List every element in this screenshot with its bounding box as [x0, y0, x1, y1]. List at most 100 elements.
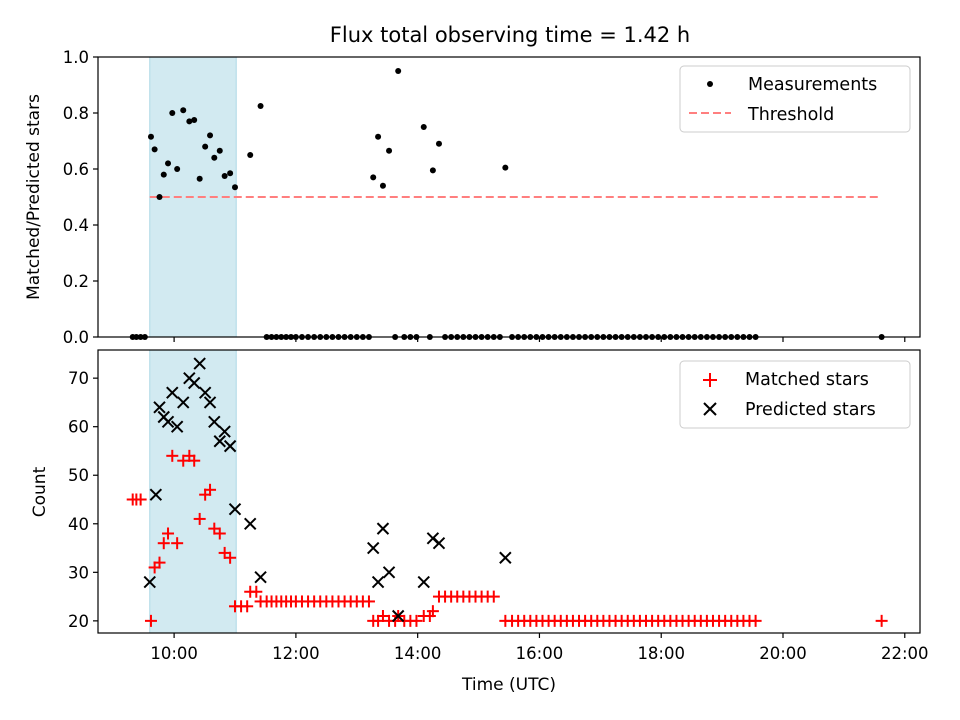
count-predicted-point [254, 570, 267, 584]
count-x-axis-label: Time (UTC) [461, 675, 556, 695]
ratio-measurement-point [257, 103, 264, 109]
ratio-y-tick-label: 0.4 [63, 216, 89, 235]
count-y-tick-label: 30 [68, 563, 89, 582]
count-x-tick-label: 20:00 [759, 644, 807, 663]
count-predicted-point [417, 575, 430, 589]
count-y-tick-label: 60 [68, 418, 89, 437]
ratio-measurement-point [216, 147, 223, 154]
ratio-measurement-point [395, 68, 402, 74]
count-matched-point [193, 512, 206, 525]
count-matched-point [171, 537, 184, 550]
ratio-panel: 0.0 0.2 0.4 0.6 0.8 1.0 Matched/Predicted sta… [24, 48, 921, 347]
ratio-measurement-point [196, 175, 203, 182]
ratio-measurement-point [379, 182, 386, 189]
count-predicted-point [218, 425, 231, 438]
ratio-measurement-point [435, 140, 442, 147]
count-matched-point [166, 449, 179, 462]
count-x-tick-label: 16:00 [516, 644, 564, 663]
ratio-measurement-point [207, 132, 214, 139]
count-predicted-point [153, 401, 166, 414]
count-matched-point [213, 527, 226, 540]
figure-title: Flux total observing time = 1.42 h [330, 23, 690, 47]
ratio-y-axis-label: Matched/Predicted stars [24, 94, 44, 300]
ratio-panel-frame [97, 56, 921, 338]
count-predicted-point [382, 566, 396, 579]
count-predicted-point [376, 522, 390, 535]
count-predicted-point [161, 415, 175, 429]
ratio-measurement-point [211, 154, 218, 161]
count-matched-point [426, 605, 439, 618]
ratio-y-tick-label: 0.2 [63, 272, 89, 291]
count-predicted-point [432, 536, 446, 550]
count-matched-point [875, 614, 888, 627]
ratio-measurement-point [227, 170, 234, 177]
legend-matched-marker [703, 373, 717, 387]
ratio-measurement-point [151, 146, 158, 153]
ratio-y-tick-label: 0.6 [63, 160, 89, 179]
count-matched-point [144, 614, 157, 627]
ratio-measurement-point [202, 143, 209, 150]
ratio-measurement-point [420, 124, 427, 130]
ratio-y-tick-label: 0.8 [63, 104, 89, 123]
count-x-tick-label: 12:00 [272, 644, 320, 663]
count-predicted-point [198, 386, 212, 399]
ratio-measurement-point [156, 194, 163, 200]
ratio-measurement-point [221, 173, 228, 179]
legend-predicted-marker [703, 402, 717, 416]
legend-predicted-label: Predicted stars [745, 400, 876, 420]
count-matched-point [204, 483, 217, 496]
ratio-measurement-point [247, 152, 254, 158]
count-predicted-point [213, 435, 226, 448]
count-predicted-point [170, 420, 184, 433]
count-y-tick-label: 20 [68, 612, 89, 631]
count-predicted-point [193, 357, 206, 370]
ratio-measurement-point [174, 166, 181, 172]
ratio-measurement-point [232, 184, 238, 191]
count-predicted-point [223, 439, 237, 453]
ratio-measurement-point [191, 117, 198, 123]
ratio-measurement-point [375, 133, 382, 140]
legend-measurements-label: Measurements [748, 75, 877, 95]
count-x-tick-label: 22:00 [881, 644, 929, 663]
count-predicted-point [208, 415, 221, 429]
count-predicted-point [228, 503, 242, 516]
count-predicted-point [367, 541, 380, 555]
count-matched-point [487, 590, 500, 603]
ratio-measurement-point [429, 167, 436, 174]
count-y-tick-label: 70 [68, 369, 89, 388]
count-matched-point [134, 493, 147, 506]
count-predicted-point [166, 386, 179, 399]
count-matched-point [241, 600, 254, 613]
legend-threshold-label: Threshold [747, 105, 834, 125]
ratio-measurement-point [180, 107, 187, 114]
ratio-y-tick-label: 1.0 [63, 48, 89, 67]
ratio-measurement-point [186, 118, 193, 125]
count-predicted-point [187, 376, 201, 390]
count-x-tick-label: 18:00 [637, 644, 685, 663]
count-y-axis-label: Count [30, 466, 50, 517]
count-matched-point [162, 527, 175, 540]
count-predicted-point [499, 551, 512, 564]
ratio-measurement-point [370, 174, 377, 181]
count-predicted-point [177, 396, 190, 409]
count-matched-point [177, 454, 190, 467]
count-predicted-point [371, 575, 385, 589]
ratio-measurement-point [160, 171, 167, 178]
count-matched-point [250, 585, 263, 598]
count-observing-span [149, 349, 237, 634]
count-predicted-point [244, 517, 257, 530]
count-panel: 20 30 40 50 60 70 10:00 12:00 14:00 16:00 18:00 20:… [30, 349, 929, 695]
count-matched-point [362, 595, 375, 608]
count-predicted-point [149, 488, 163, 501]
count-x-tick-label: 14:00 [394, 644, 442, 663]
count-matched-point [188, 454, 201, 467]
ratio-y-tick-label: 0.0 [63, 328, 89, 347]
legend-measurement-marker [707, 81, 713, 87]
ratio-measurement-point [165, 160, 172, 167]
count-x-tick-label: 10:00 [150, 644, 198, 663]
ratio-measurement-point [147, 133, 154, 140]
legend-matched-label: Matched stars [745, 370, 869, 390]
count-legend: Matched stars Predicted stars [679, 360, 911, 429]
count-predicted-point [203, 396, 217, 409]
